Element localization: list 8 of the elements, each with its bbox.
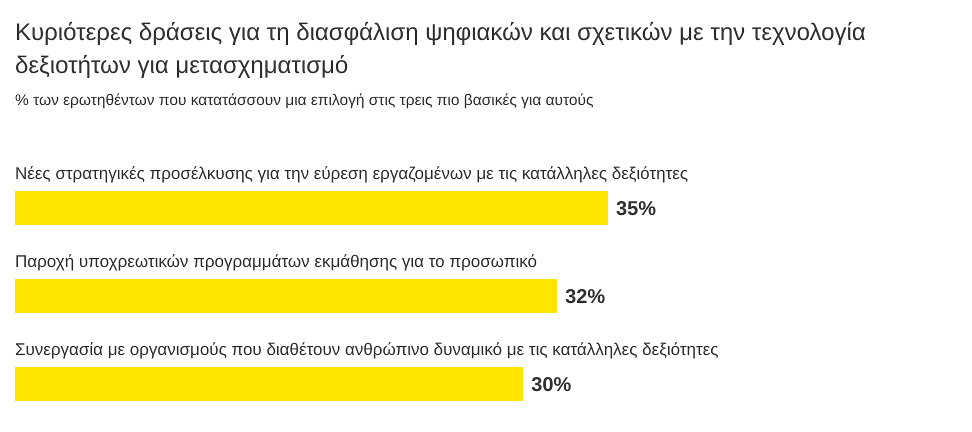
chart-subtitle: % των ερωτηθέντων που κατατάσσουν μια επιλογή στις τρεις πιο βασικές για αυτούς [15, 92, 594, 110]
y-tick-label: Συνεργασία με οργανισμούς που διαθέτουν ανθρώπινο δυναμικό με τις κατάλληλες δεξιότητες [15, 340, 718, 359]
data-label: 30% [531, 374, 572, 396]
y-tick-label: Παροχή υποχρεωτικών προγραμμάτων εκμάθησης για το προσωπικό [15, 252, 537, 271]
data-label: 35% [616, 198, 656, 220]
y-tick-label: Νέες στρατηγικές προσέλκυσης για την εύρεση εργαζομένων με τις κατάλληλες δεξιότητες [15, 164, 688, 183]
chart-title: Κυριότερες δράσεις για τη διασφάλιση ψηφιακών και σχετικών με την τεχνολογία δεξιοτήτων για μετασχηματισμό [15, 18, 867, 81]
data-label: 32% [565, 286, 606, 308]
